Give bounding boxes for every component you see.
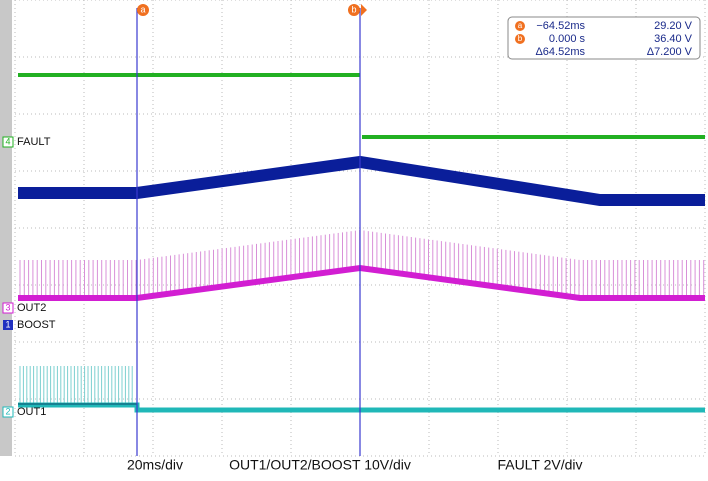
cursor-a-label: a	[140, 4, 145, 14]
readout-b-time: 0.000 s	[549, 33, 586, 45]
readout-box	[507, 16, 701, 60]
cursor-b-marker	[348, 4, 360, 16]
trigger-marker	[361, 4, 367, 16]
readout-b-voltage: 36.40 V	[654, 33, 693, 45]
scale-fault: FAULT 2V/div	[497, 457, 582, 473]
ripple	[19, 230, 705, 404]
channel-number: 4	[5, 136, 10, 146]
channel-number: 3	[5, 302, 10, 312]
channel-badge	[3, 320, 13, 330]
channel-number: 2	[5, 406, 10, 416]
channel-label: OUT1	[17, 406, 46, 418]
timebase: 20ms/div	[127, 457, 183, 473]
channel-label: FAULT	[17, 136, 51, 148]
readout-a-time: −64.52ms	[536, 20, 585, 32]
readout-a-voltage: 29.20 V	[654, 20, 693, 32]
cursor-a-marker	[137, 4, 149, 16]
channel-labels: 4 FAULT 3 OUT2 1 BOOST 2 OUT1	[2, 136, 56, 418]
cursor-b-label: b	[351, 4, 356, 14]
channel-label: BOOST	[17, 319, 56, 331]
scale-main: OUT1/OUT2/BOOST 10V/div	[229, 457, 411, 473]
readout-a-marker: a	[518, 21, 523, 30]
channel-badge	[2, 136, 14, 148]
readout-delta-voltage: Δ7.200 V	[647, 46, 693, 58]
readout-b-icon	[515, 34, 525, 44]
channel-badge	[2, 406, 14, 418]
readout-a-icon	[515, 21, 525, 31]
readout-delta-time: Δ64.52ms	[535, 46, 585, 58]
readout-b-marker: b	[518, 34, 523, 43]
side-strip	[0, 0, 12, 456]
channel-badge	[2, 302, 14, 314]
channel-number: 1	[5, 319, 10, 329]
channel-label: OUT2	[17, 302, 46, 314]
